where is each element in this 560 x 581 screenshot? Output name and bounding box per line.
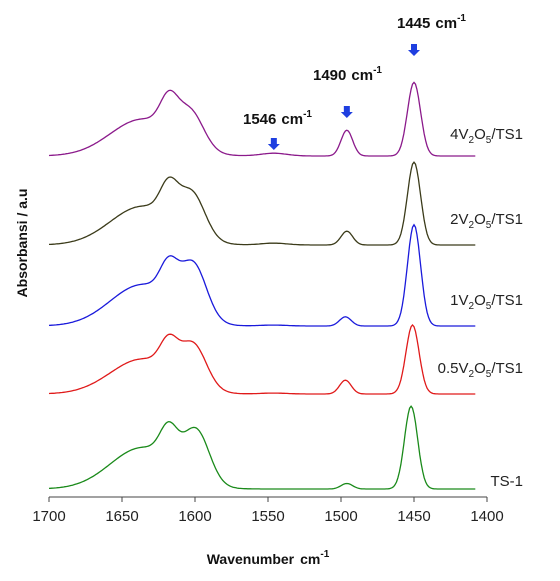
x-axis-title-text: Wavenumber [207, 551, 295, 567]
peak-annotations: 1546 cm-1 1490 cm-1 1445 cm-1 [243, 13, 466, 150]
x-axis-ticks: 1700 1650 1600 1550 1500 1450 1400 [32, 497, 504, 525]
x-tick-label: 1600 [178, 508, 211, 525]
x-tick-label: 1650 [105, 508, 138, 525]
x-tick-label: 1400 [470, 508, 503, 525]
spectrum-line [49, 161, 476, 246]
x-axis-title-unit: cm [300, 551, 320, 567]
x-axis-title-sup: -1 [320, 549, 329, 560]
x-tick-label: 1550 [251, 508, 284, 525]
series-labels: 4V2O5/TS1 2V2O5/TS1 1V2O5/TS1 0.5V2O5/TS1 TS… [438, 126, 523, 490]
peak-label: 1490 cm-1 [313, 65, 382, 84]
spectrum-line [48, 223, 476, 327]
spectrum-line [48, 405, 476, 490]
peak-label: 1546 cm-1 [243, 109, 312, 128]
series-label: 1V2O5/TS1 [450, 292, 523, 312]
peak-arrow-icon [408, 44, 420, 56]
spectrum-line [48, 81, 476, 157]
peak-arrow-icon [340, 106, 353, 118]
peak-arrow-icon [267, 138, 280, 150]
x-axis-title: Wavenumber cm-1 [207, 549, 330, 567]
x-tick-label: 1500 [324, 508, 357, 525]
series-label: TS-1 [490, 473, 523, 490]
y-axis-title: Absorbansi / a.u [14, 189, 30, 298]
series-label: 4V2O5/TS1 [450, 126, 523, 146]
x-tick-label: 1700 [32, 508, 65, 525]
series-group [48, 81, 476, 490]
series-label: 0.5V2O5/TS1 [438, 360, 523, 380]
series-label: 2V2O5/TS1 [450, 211, 523, 231]
spectrum-line [48, 323, 476, 395]
x-tick-label: 1450 [397, 508, 430, 525]
peak-label: 1445 cm-1 [397, 13, 466, 32]
